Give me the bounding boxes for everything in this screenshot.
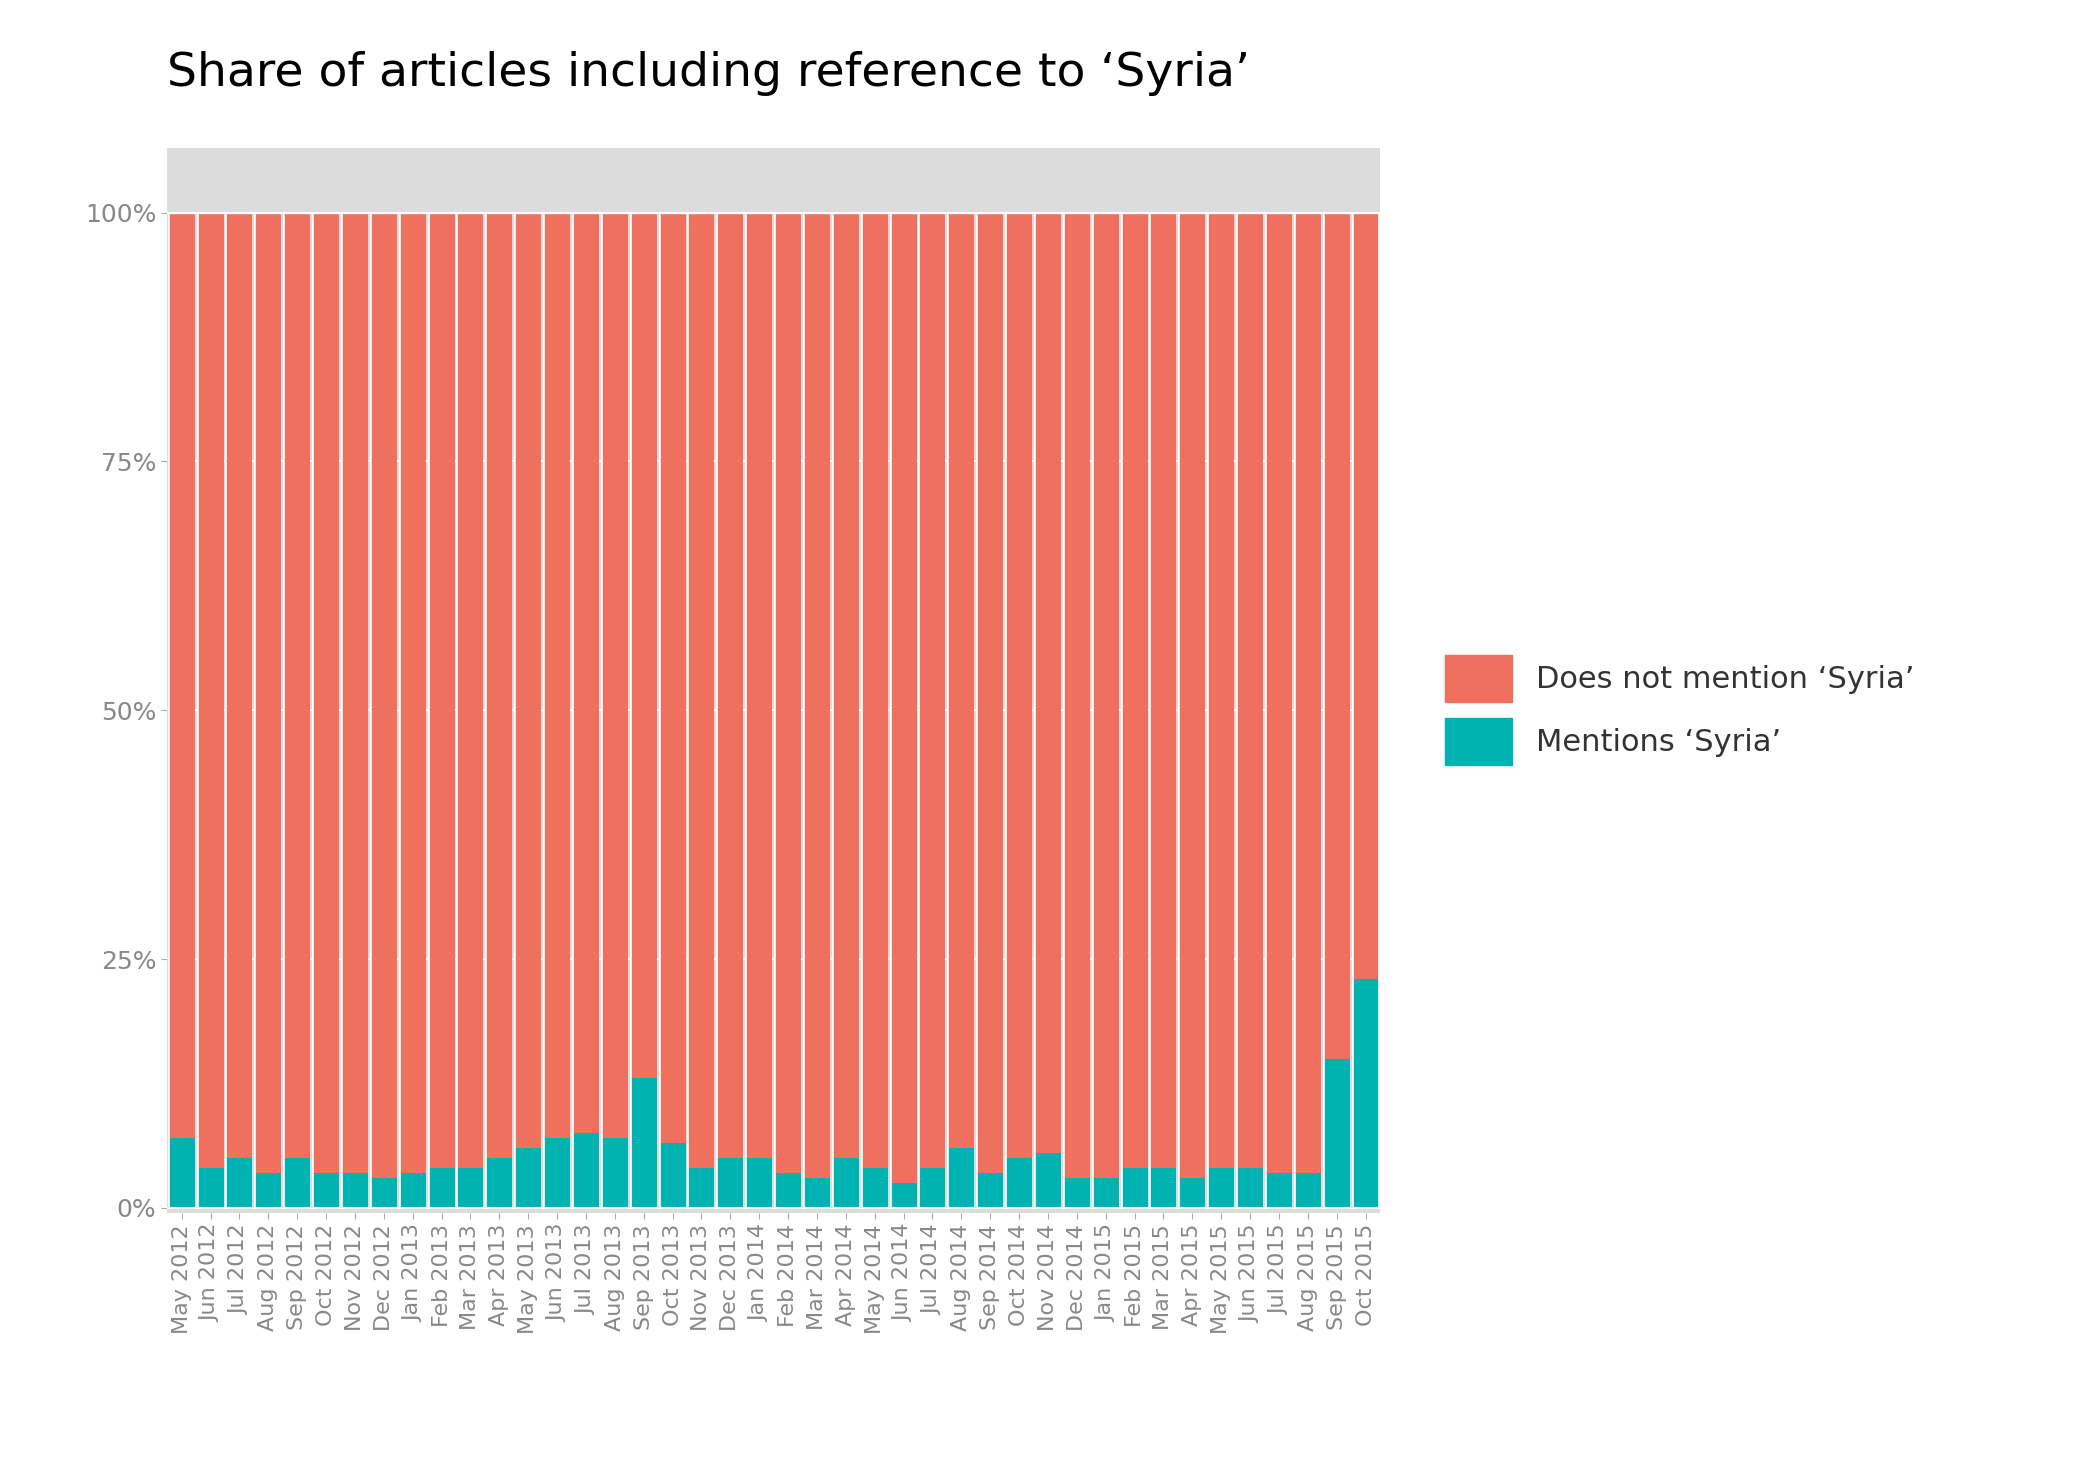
Bar bbox=[631, 213, 657, 1078]
Bar bbox=[284, 1158, 309, 1208]
Bar bbox=[891, 1183, 916, 1208]
Bar bbox=[399, 213, 427, 1173]
Bar bbox=[458, 1168, 483, 1208]
Bar bbox=[949, 1148, 974, 1208]
Bar bbox=[602, 1139, 627, 1208]
Bar bbox=[1353, 979, 1378, 1208]
Text: Share of articles including reference to ‘Syria’: Share of articles including reference to… bbox=[167, 52, 1250, 96]
Bar bbox=[803, 1177, 830, 1208]
Bar bbox=[370, 213, 397, 1177]
Bar bbox=[949, 213, 974, 1148]
Bar bbox=[1265, 1173, 1292, 1208]
Bar bbox=[1324, 213, 1351, 1059]
Bar bbox=[255, 213, 282, 1173]
Bar bbox=[717, 1158, 744, 1208]
Bar bbox=[1094, 213, 1119, 1177]
Bar bbox=[1150, 1168, 1177, 1208]
Bar bbox=[199, 213, 224, 1168]
Bar bbox=[1179, 213, 1204, 1177]
Bar bbox=[1035, 1154, 1060, 1208]
Bar bbox=[314, 213, 339, 1173]
Bar bbox=[514, 1148, 542, 1208]
Bar bbox=[370, 1177, 397, 1208]
Bar bbox=[429, 1168, 454, 1208]
Bar bbox=[167, 148, 1380, 213]
Bar bbox=[861, 1168, 889, 1208]
Bar bbox=[1209, 1168, 1234, 1208]
Bar bbox=[429, 213, 454, 1168]
Bar bbox=[1006, 1158, 1033, 1208]
Bar bbox=[199, 1168, 224, 1208]
Bar bbox=[544, 1139, 571, 1208]
Bar bbox=[602, 213, 627, 1139]
Bar bbox=[167, 1208, 1380, 1213]
Bar bbox=[746, 1158, 772, 1208]
Bar bbox=[255, 1173, 282, 1208]
Bar bbox=[314, 1173, 339, 1208]
Bar bbox=[717, 213, 744, 1158]
Bar bbox=[776, 213, 801, 1173]
Bar bbox=[284, 213, 309, 1158]
Bar bbox=[1121, 1168, 1148, 1208]
Bar bbox=[1035, 213, 1060, 1154]
Bar bbox=[169, 1139, 194, 1208]
Bar bbox=[891, 213, 916, 1183]
Bar bbox=[1064, 1177, 1089, 1208]
Bar bbox=[1238, 1168, 1263, 1208]
Bar bbox=[1006, 213, 1033, 1158]
Bar bbox=[920, 1168, 945, 1208]
Bar bbox=[399, 1173, 427, 1208]
Bar bbox=[832, 213, 859, 1158]
Bar bbox=[1265, 213, 1292, 1173]
Bar bbox=[1121, 213, 1148, 1168]
Bar bbox=[920, 213, 945, 1168]
Bar bbox=[226, 1158, 253, 1208]
Bar bbox=[573, 1133, 598, 1208]
Bar bbox=[1238, 213, 1263, 1168]
Bar bbox=[343, 1173, 368, 1208]
Bar bbox=[659, 213, 686, 1143]
Bar bbox=[976, 1173, 1004, 1208]
Bar bbox=[544, 213, 571, 1139]
Bar bbox=[1150, 213, 1177, 1168]
Bar bbox=[746, 213, 772, 1158]
Bar bbox=[487, 1158, 512, 1208]
Bar bbox=[976, 213, 1004, 1173]
Bar bbox=[458, 213, 483, 1168]
Bar bbox=[688, 213, 715, 1168]
Bar bbox=[1353, 213, 1378, 979]
Bar bbox=[487, 213, 512, 1158]
Bar bbox=[1064, 213, 1089, 1177]
Bar bbox=[1094, 1177, 1119, 1208]
Bar bbox=[832, 1158, 859, 1208]
Bar bbox=[1209, 213, 1234, 1168]
Bar bbox=[226, 213, 253, 1158]
Bar bbox=[573, 213, 598, 1133]
Bar bbox=[1179, 1177, 1204, 1208]
Bar bbox=[343, 213, 368, 1173]
Legend: Does not mention ‘Syria’, Mentions ‘Syria’: Does not mention ‘Syria’, Mentions ‘Syri… bbox=[1432, 643, 1926, 776]
Bar bbox=[169, 213, 194, 1139]
Bar bbox=[631, 1078, 657, 1208]
Bar bbox=[659, 1143, 686, 1208]
Bar bbox=[1324, 1059, 1351, 1208]
Bar bbox=[1294, 1173, 1322, 1208]
Bar bbox=[688, 1168, 715, 1208]
Bar bbox=[776, 1173, 801, 1208]
Bar bbox=[1294, 213, 1322, 1173]
Bar bbox=[803, 213, 830, 1177]
Bar bbox=[861, 213, 889, 1168]
Bar bbox=[514, 213, 542, 1148]
